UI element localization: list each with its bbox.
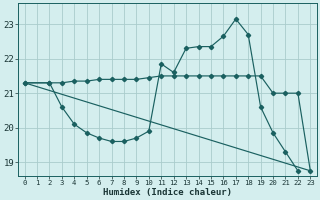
X-axis label: Humidex (Indice chaleur): Humidex (Indice chaleur): [103, 188, 232, 197]
